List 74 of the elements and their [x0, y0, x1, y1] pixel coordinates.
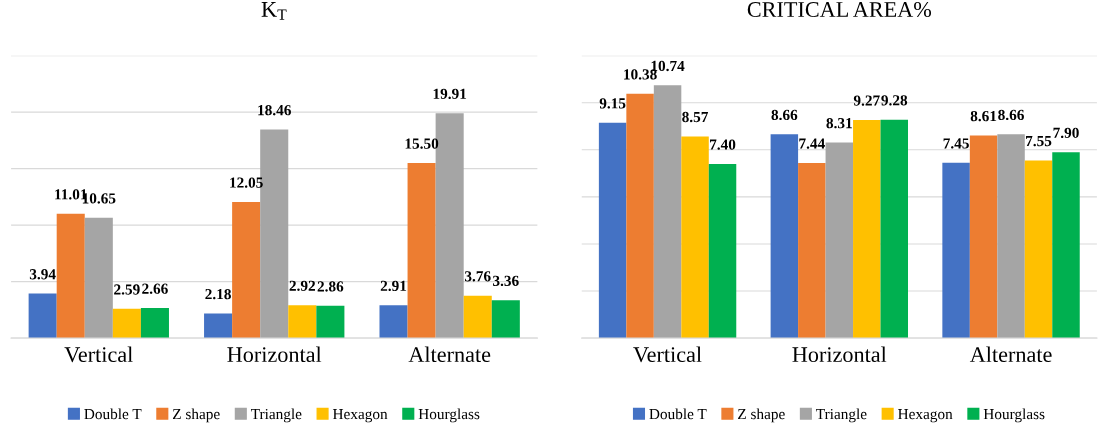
x-tick-label: Horizontal — [792, 346, 887, 363]
data-label: 2.59 — [114, 284, 140, 295]
bar — [853, 119, 881, 339]
data-label: 3.76 — [464, 271, 491, 282]
data-label: 7.90 — [1053, 127, 1079, 139]
bar — [288, 305, 317, 339]
bar — [653, 85, 682, 339]
legend-label: Z shape — [172, 408, 220, 423]
x-tick-label: Horizontal — [227, 346, 322, 363]
data-label: 2.92 — [289, 280, 316, 291]
bar — [770, 134, 799, 339]
bar — [232, 201, 261, 339]
data-label: 9.27 — [853, 95, 880, 106]
data-label: 2.66 — [142, 283, 168, 294]
data-label: 9.28 — [881, 95, 908, 106]
bar — [407, 162, 436, 339]
bar — [598, 122, 627, 339]
bar — [112, 308, 141, 339]
bar — [997, 134, 1025, 339]
bar — [880, 119, 909, 339]
bar — [626, 93, 654, 339]
bar — [379, 305, 408, 339]
legend-label: Hexagon — [332, 409, 388, 423]
x-tick-label: Alternate — [969, 346, 1052, 363]
x-tick-label: Vertical — [633, 346, 702, 363]
data-label: 7.55 — [1026, 136, 1052, 147]
bar — [463, 295, 492, 339]
data-label: 15.50 — [405, 138, 439, 149]
bar — [708, 163, 737, 339]
data-label: 19.91 — [433, 88, 467, 100]
data-label: 2.18 — [205, 288, 231, 300]
legend-label: Hexagon — [898, 409, 953, 423]
chart-title: CRITICAL AREA% — [747, 1, 932, 18]
data-label: 8.57 — [682, 111, 709, 123]
bar — [798, 162, 826, 339]
bar — [28, 293, 57, 339]
data-label: 10.38 — [624, 69, 657, 80]
legend-label: Double T — [84, 408, 142, 420]
bar — [84, 217, 113, 339]
bar — [1024, 160, 1053, 339]
x-tick-label: Alternate — [408, 346, 491, 363]
legend-label: Z shape — [738, 408, 785, 423]
bar — [140, 308, 169, 339]
data-label: 7.44 — [799, 138, 825, 149]
data-label: 18.46 — [258, 105, 291, 116]
data-label: 2.91 — [380, 280, 407, 292]
data-label: 8.66 — [771, 109, 798, 121]
x-tick-label: Vertical — [64, 346, 133, 363]
bar — [969, 135, 998, 339]
data-label: 7.40 — [710, 139, 736, 150]
data-label: 2.86 — [317, 281, 344, 292]
data-label: 9.15 — [599, 98, 626, 109]
data-label: 10.74 — [651, 60, 685, 72]
data-label: 8.61 — [970, 110, 997, 122]
data-label: 7.45 — [943, 138, 969, 149]
data-label: 8.66 — [998, 109, 1024, 121]
bar — [316, 305, 345, 339]
data-label: 8.31 — [826, 117, 852, 129]
bar — [56, 213, 85, 339]
bar — [491, 300, 520, 339]
bar — [204, 313, 233, 339]
legend-label: Triangle — [251, 408, 302, 423]
legend-label: Hourglass — [983, 408, 1045, 423]
data-label: 3.94 — [29, 269, 56, 280]
legend-label: Triangle — [816, 408, 867, 423]
data-label: 12.05 — [230, 177, 263, 188]
bar — [681, 136, 709, 339]
bar — [1052, 152, 1080, 339]
bar — [825, 142, 854, 339]
legend-label: Double T — [649, 408, 707, 420]
data-label: 3.36 — [493, 275, 519, 287]
chart-title: K$_{T}$ — [261, 2, 287, 20]
legend-label: Hourglass — [418, 408, 480, 423]
bar — [942, 162, 970, 339]
